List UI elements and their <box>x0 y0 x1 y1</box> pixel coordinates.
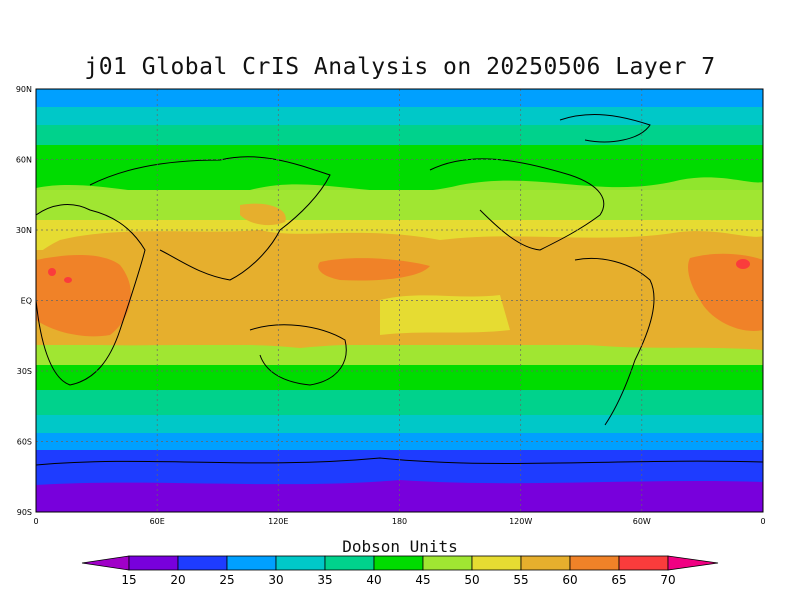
colorbar-swatch-4 <box>275 555 326 571</box>
colorbar-arrow-right <box>667 555 719 571</box>
colorbar-swatch-5 <box>324 555 375 571</box>
coast-north-america <box>429 158 605 251</box>
lon-label-180: 180 <box>392 517 407 526</box>
lat-label-30s: 30S <box>17 367 32 376</box>
colorbar-swatch-7 <box>422 555 473 571</box>
colorbar-tick: 15 <box>121 573 136 587</box>
map-frame <box>35 88 764 513</box>
colorbar-swatch-8 <box>471 555 522 571</box>
colorbar-tick: 60 <box>562 573 577 587</box>
colorbar-swatch-9 <box>520 555 571 571</box>
band-11 <box>36 433 763 450</box>
band-8 <box>36 365 763 390</box>
lat-label-90s: 90S <box>17 508 32 517</box>
colorbar-tick: 20 <box>170 573 185 587</box>
colorbar-swatch-1 <box>128 555 179 571</box>
region-atlantic-high <box>688 253 763 331</box>
lon-label-0-right: 0 <box>760 517 765 526</box>
lon-label-120e: 120E <box>268 517 288 526</box>
colorbar-title: Dobson Units <box>342 537 458 556</box>
colorbar-arrow-left <box>81 555 130 571</box>
region-e <box>36 492 763 512</box>
region-c <box>240 203 286 226</box>
lon-label-120w: 120W <box>509 517 532 526</box>
lat-label-60s: 60S <box>17 438 32 447</box>
colorbar: 15 20 25 30 35 40 45 50 55 60 65 70 <box>81 555 719 587</box>
gridlines <box>36 89 763 512</box>
lon-label-60w: 60W <box>633 517 651 526</box>
coast-antarctica <box>36 457 763 466</box>
colorbar-ticks: 15 20 25 30 35 40 45 50 55 60 65 70 <box>121 573 675 587</box>
colorbar-tick: 50 <box>464 573 479 587</box>
ozone-field <box>36 89 763 512</box>
colorbar-tick: 30 <box>268 573 283 587</box>
coast-greenland <box>559 114 651 143</box>
lon-axis: 0 60E 120E 180 120W 60W 0 <box>33 517 765 526</box>
region-d <box>36 450 763 485</box>
colorbar-tick: 55 <box>513 573 528 587</box>
coast-australia <box>249 324 347 386</box>
coast-south-america <box>574 257 655 426</box>
lat-label-eq: EQ <box>21 297 32 306</box>
map-title: j01 Global CrIS Analysis on 20250506 Lay… <box>84 54 716 80</box>
colorbar-swatch-11 <box>618 555 669 571</box>
coast-eurasia <box>89 156 331 281</box>
hotspot-2 <box>64 277 72 283</box>
band-3 <box>36 145 763 190</box>
colorbar-swatch-6 <box>373 555 424 571</box>
hotspot-1 <box>48 268 56 276</box>
colorbar-swatch-3 <box>226 555 277 571</box>
coast-africa <box>36 204 146 386</box>
colorbar-tick: 35 <box>317 573 332 587</box>
colorbar-tick: 70 <box>660 573 675 587</box>
colorbar-swatch-2 <box>177 555 228 571</box>
colorbar-tick: 65 <box>611 573 626 587</box>
hotspot-3 <box>736 259 750 269</box>
band-polar-n <box>36 89 763 107</box>
coastlines <box>36 114 763 466</box>
lat-label-90n: 90N <box>16 85 32 94</box>
colorbar-tick: 45 <box>415 573 430 587</box>
lat-axis: 90N 60N 30N EQ 30S 60S 90S <box>16 85 32 517</box>
lon-label-0-left: 0 <box>33 517 38 526</box>
region-b <box>380 295 510 335</box>
region-africa-high <box>36 255 131 337</box>
lat-label-60n: 60N <box>16 156 32 165</box>
region-pacific-high <box>318 258 430 281</box>
colorbar-swatch-10 <box>569 555 620 571</box>
band-9 <box>36 390 763 415</box>
lon-label-60e: 60E <box>150 517 165 526</box>
colorbar-tick: 40 <box>366 573 381 587</box>
region-a <box>36 177 763 218</box>
colorbar-tick: 25 <box>219 573 234 587</box>
lat-label-30n: 30N <box>16 226 32 235</box>
